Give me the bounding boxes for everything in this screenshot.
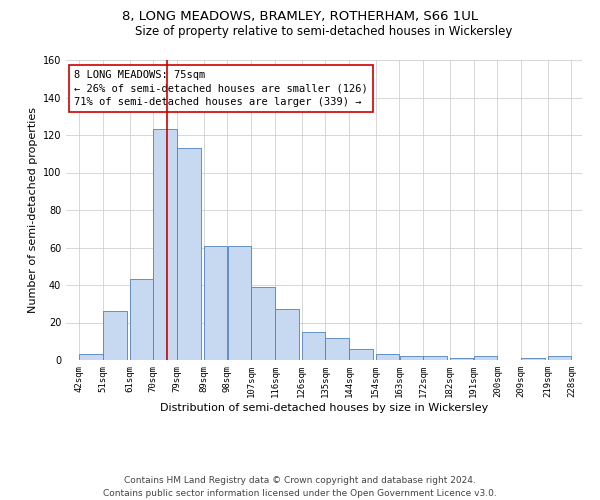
Bar (130, 280, 153, 360)
Title: Size of property relative to semi-detached houses in Wickersley: Size of property relative to semi-detach… (136, 25, 512, 38)
Y-axis label: Number of semi-detached properties: Number of semi-detached properties (28, 107, 38, 313)
Text: 8, LONG MEADOWS, BRAMLEY, ROTHERHAM, S66 1UL: 8, LONG MEADOWS, BRAMLEY, ROTHERHAM, S66… (122, 10, 478, 23)
Text: Contains HM Land Registry data © Crown copyright and database right 2024.
Contai: Contains HM Land Registry data © Crown c… (103, 476, 497, 498)
Bar (400, 356, 423, 360)
X-axis label: Distribution of semi-detached houses by size in Wickersley: Distribution of semi-detached houses by … (160, 402, 488, 412)
Bar (521, 358, 545, 360)
Bar (473, 356, 497, 360)
Bar (424, 356, 447, 360)
Bar (302, 332, 325, 360)
Bar (548, 356, 571, 360)
Bar (103, 311, 127, 360)
Bar (349, 349, 373, 360)
Bar (376, 354, 399, 360)
Bar (325, 338, 349, 360)
Bar (275, 310, 299, 360)
Text: 8 LONG MEADOWS: 75sqm
← 26% of semi-detached houses are smaller (126)
71% of sem: 8 LONG MEADOWS: 75sqm ← 26% of semi-deta… (74, 70, 367, 107)
Bar (154, 130, 177, 360)
Bar (450, 358, 473, 360)
Bar (204, 246, 227, 360)
Bar (227, 246, 251, 360)
Bar (177, 148, 201, 360)
Bar (251, 287, 275, 360)
Bar (79, 354, 103, 360)
